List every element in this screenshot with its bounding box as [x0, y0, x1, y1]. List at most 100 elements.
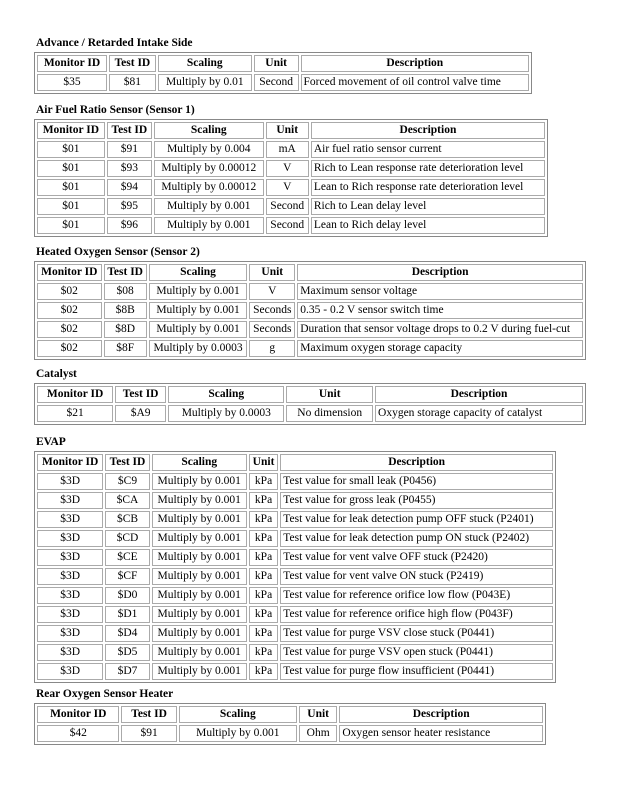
table-cell: $01	[37, 179, 105, 196]
table-cell: Multiply by 0.001	[151, 492, 247, 509]
table-cell: $02	[37, 302, 102, 319]
column-header: Test ID	[109, 55, 156, 72]
table-cell: 0.35 - 0.2 V sensor switch time	[297, 302, 583, 319]
table-cell: kPa	[248, 568, 279, 585]
table-cell: Forced movement of oil control valve tim…	[300, 74, 529, 91]
column-header: Scaling	[148, 264, 248, 281]
table-row: $3D $D7 Multiply by 0.001 kPa Test value for…	[37, 663, 553, 680]
table-cell: kPa	[248, 587, 279, 604]
table-cell: Test value for small leak (P0456)	[280, 473, 553, 490]
column-header: Unit	[286, 386, 374, 403]
column-header: Unit	[248, 454, 279, 471]
table-cell: $08	[103, 283, 147, 300]
table-cell: $D1	[105, 606, 150, 623]
column-header: Test ID	[121, 706, 177, 723]
table-cell: Multiply by 0.001	[178, 725, 297, 742]
table-cell: $D4	[105, 625, 150, 642]
section: Air Fuel Ratio Sensor (Sensor 1) Monitor …	[34, 103, 548, 237]
header-row: Monitor ID Test ID Scaling Unit Description	[37, 386, 583, 403]
table-cell: Test value for reference orifice high fl…	[280, 606, 553, 623]
table-cell: Multiply by 0.001	[153, 217, 264, 234]
table-cell: $91	[106, 141, 152, 158]
column-header: Monitor ID	[37, 454, 104, 471]
column-header: Test ID	[103, 264, 147, 281]
table-cell: $CF	[105, 568, 150, 585]
table-cell: Multiply by 0.00012	[153, 179, 264, 196]
table-cell: $3D	[37, 568, 104, 585]
table-cell: $3D	[37, 473, 104, 490]
column-header: Scaling	[157, 55, 252, 72]
table-row: $21 $A9 Multiply by 0.0003 No dimension Oxyg…	[37, 405, 583, 422]
table-cell: Multiply by 0.001	[151, 568, 247, 585]
table-cell: $3D	[37, 530, 104, 547]
column-header: Description	[375, 386, 583, 403]
table-cell: g	[249, 340, 296, 357]
table-cell: $96	[106, 217, 152, 234]
section-title: Rear Oxygen Sensor Heater	[36, 688, 174, 700]
table-cell: Ohm	[298, 725, 338, 742]
table-cell: $3D	[37, 625, 104, 642]
table-cell: Multiply by 0.0003	[148, 340, 248, 357]
header-row: Monitor ID Test ID Scaling Unit Description	[37, 706, 543, 723]
table-cell: Lean to Rich delay level	[310, 217, 545, 234]
table-cell: Test value for vent valve OFF stuck (P24…	[280, 549, 553, 566]
table-row: $01 $94 Multiply by 0.00012 V Lean to Rich r…	[37, 179, 545, 196]
table-cell: V	[265, 160, 309, 177]
table-cell: $91	[121, 725, 177, 742]
table-cell: $8B	[103, 302, 147, 319]
table-cell: $35	[37, 74, 107, 91]
table-row: $02 $8F Multiply by 0.0003 g Maximum oxygen …	[37, 340, 583, 357]
column-header: Monitor ID	[37, 386, 114, 403]
table-row: $3D $D0 Multiply by 0.001 kPa Test value for…	[37, 587, 553, 604]
table-cell: $3D	[37, 511, 104, 528]
table-cell: kPa	[248, 473, 279, 490]
table-cell: Second	[265, 198, 309, 215]
table-row: $01 $95 Multiply by 0.001 Second Rich to Lea…	[37, 198, 545, 215]
column-header: Scaling	[153, 122, 264, 139]
table-cell: Test value for leak detection pump OFF s…	[280, 511, 553, 528]
table-row: $42 $91 Multiply by 0.001 Ohm Oxygen sensor …	[37, 725, 543, 742]
table-cell: Multiply by 0.001	[151, 530, 247, 547]
table-cell: $01	[37, 141, 105, 158]
column-header: Description	[280, 454, 553, 471]
table-cell: Maximum oxygen storage capacity	[297, 340, 583, 357]
data-table: Monitor ID Test ID Scaling Unit Description $…	[34, 383, 586, 425]
table-cell: kPa	[248, 625, 279, 642]
table-cell: Multiply by 0.001	[151, 625, 247, 642]
table-cell: Test value for vent valve ON stuck (P241…	[280, 568, 553, 585]
table-cell: Test value for purge VSV open stuck (P04…	[280, 644, 553, 661]
table-cell: Multiply by 0.001	[148, 321, 248, 338]
table-cell: kPa	[248, 606, 279, 623]
column-header: Test ID	[115, 386, 167, 403]
table-cell: Multiply by 0.001	[148, 283, 248, 300]
table-cell: $93	[106, 160, 152, 177]
table-cell: $3D	[37, 587, 104, 604]
table-cell: V	[265, 179, 309, 196]
table-cell: kPa	[248, 549, 279, 566]
table-cell: Multiply by 0.001	[151, 587, 247, 604]
column-header: Scaling	[151, 454, 247, 471]
data-table: Monitor ID Test ID Scaling Unit Description $…	[34, 52, 532, 94]
table-cell: $8D	[103, 321, 147, 338]
table-row: $01 $96 Multiply by 0.001 Second Lean to Ric…	[37, 217, 545, 234]
table-cell: Test value for purge VSV close stuck (P0…	[280, 625, 553, 642]
table-cell: Multiply by 0.00012	[153, 160, 264, 177]
table-cell: $3D	[37, 549, 104, 566]
table-row: $01 $93 Multiply by 0.00012 V Rich to Lean r…	[37, 160, 545, 177]
column-header: Monitor ID	[37, 264, 102, 281]
table-cell: V	[249, 283, 296, 300]
data-table: Monitor ID Test ID Scaling Unit Description $…	[34, 261, 586, 360]
column-header: Scaling	[178, 706, 297, 723]
table-cell: $02	[37, 340, 102, 357]
table-row: $3D $D5 Multiply by 0.001 kPa Test value for…	[37, 644, 553, 661]
table-cell: $21	[37, 405, 114, 422]
column-header: Monitor ID	[37, 122, 105, 139]
table-cell: $CA	[105, 492, 150, 509]
table-cell: $94	[106, 179, 152, 196]
table-row: $02 $8B Multiply by 0.001 Seconds 0.35 - 0.2…	[37, 302, 583, 319]
table-row: $35 $81 Multiply by 0.01 Second Forced movem…	[37, 74, 529, 91]
table-cell: Multiply by 0.004	[153, 141, 264, 158]
column-header: Unit	[253, 55, 299, 72]
table-cell: $A9	[115, 405, 167, 422]
table-row: $3D $D1 Multiply by 0.001 kPa Test value for…	[37, 606, 553, 623]
